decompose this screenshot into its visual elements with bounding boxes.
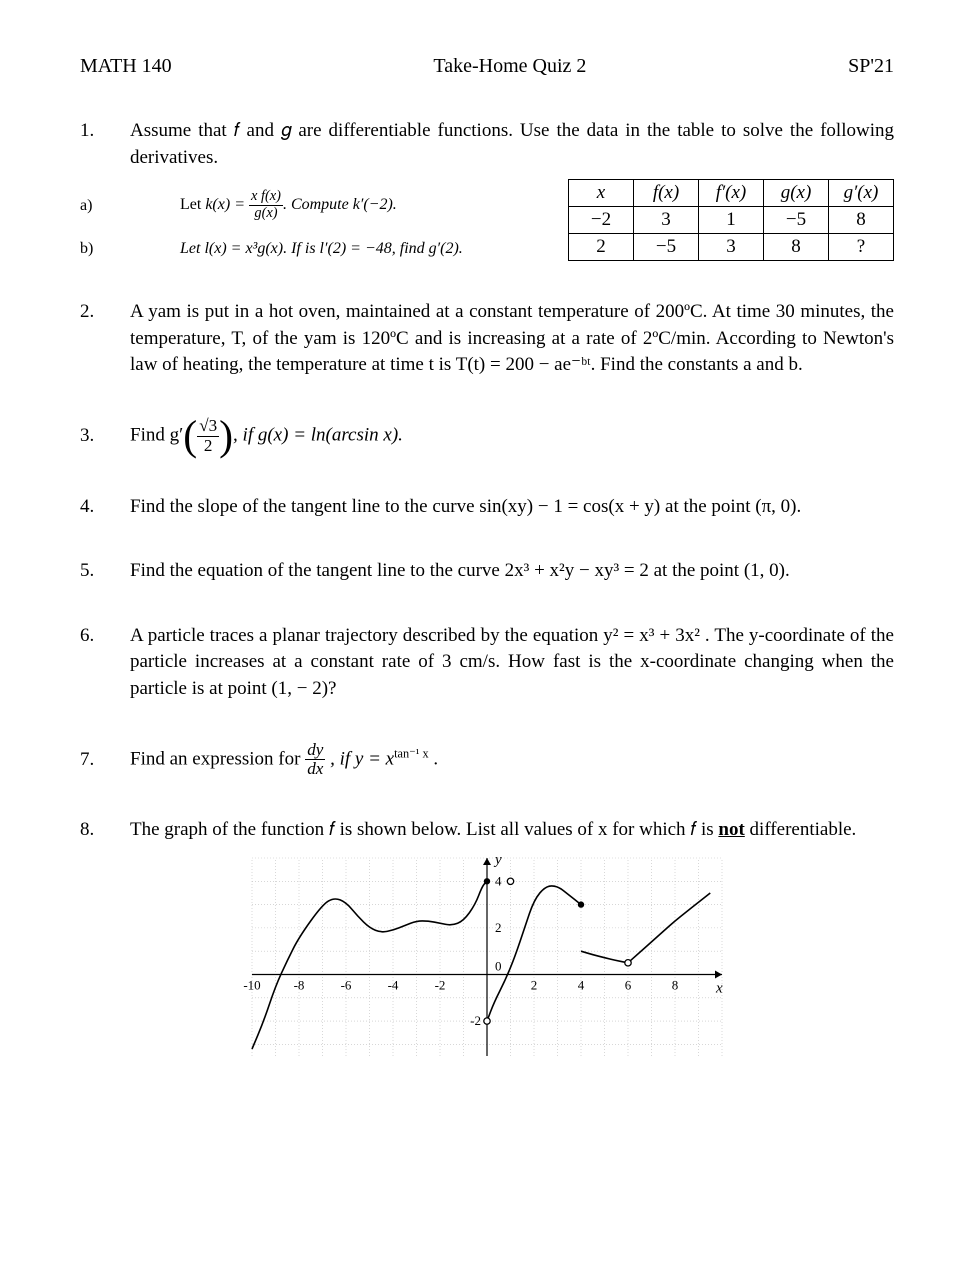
p1-number: 1. <box>80 118 130 171</box>
svg-text:6: 6 <box>625 977 632 992</box>
page: MATH 140 Take-Home Quiz 2 SP'21 1. Assum… <box>0 0 974 1107</box>
p2-number: 2. <box>80 299 130 379</box>
p2-text: A yam is put in a hot oven, maintained a… <box>130 299 894 379</box>
p7-fraction: dydx <box>305 741 325 780</box>
problem-6: 6. A particle traces a planar trajectory… <box>80 623 894 703</box>
p8-chart: -10 -8 -6 -4 -2 0 2 4 6 8 -2 2 4 x y <box>80 852 894 1067</box>
p8-text: The graph of the function 𝑓 is shown bel… <box>130 817 894 844</box>
p1a-fraction: x f(x)g(x) <box>249 189 283 222</box>
p6-number: 6. <box>80 623 130 703</box>
svg-text:2: 2 <box>495 920 502 935</box>
p1a-label: a) <box>80 197 130 215</box>
p3-text: Find g′(√32), if g(x) = ln(arcsin x). <box>130 417 894 456</box>
rparen-icon: ) <box>219 413 233 459</box>
p3-fraction: √32 <box>197 417 219 456</box>
problem-5: 5. Find the equation of the tangent line… <box>80 558 894 585</box>
problem-4: 4. Find the slope of the tangent line to… <box>80 494 894 521</box>
p1b-label: b) <box>80 240 130 258</box>
svg-text:-2: -2 <box>435 977 446 992</box>
p1a: a) Let k(x) = x f(x)g(x). Compute k′(−2)… <box>80 189 548 222</box>
table-row: −2 3 1 −5 8 <box>569 207 894 234</box>
table-header-row: x f(x) f′(x) g(x) g′(x) <box>569 180 894 207</box>
p5-text: Find the equation of the tangent line to… <box>130 558 894 585</box>
problem-2: 2. A yam is put in a hot oven, maintaine… <box>80 299 894 379</box>
p1a-text: Let k(x) = x f(x)g(x). Compute k′(−2). <box>180 189 397 222</box>
svg-text:x: x <box>715 980 723 996</box>
svg-text:0: 0 <box>495 958 502 973</box>
p1-data-table: x f(x) f′(x) g(x) g′(x) −2 3 1 −5 8 2 −5… <box>568 179 894 261</box>
svg-text:4: 4 <box>495 873 502 888</box>
svg-text:-2: -2 <box>470 1013 481 1028</box>
problem-7: 7. Find an expression for dydx , if y = … <box>80 741 894 780</box>
p8-number: 8. <box>80 817 130 844</box>
page-header: MATH 140 Take-Home Quiz 2 SP'21 <box>80 55 894 78</box>
problem-1: 1. Assume that 𝑓 and 𝑔 are differentiabl… <box>80 118 894 261</box>
p3-number: 3. <box>80 423 130 450</box>
lparen-icon: ( <box>183 413 197 459</box>
p4-text: Find the slope of the tangent line to th… <box>130 494 894 521</box>
svg-text:8: 8 <box>672 977 679 992</box>
problem-8: 8. The graph of the function 𝑓 is shown … <box>80 817 894 844</box>
svg-text:-8: -8 <box>294 977 305 992</box>
p4-number: 4. <box>80 494 130 521</box>
svg-text:-6: -6 <box>341 977 352 992</box>
p1b: b) Let l(x) = x³g(x). If is l′(2) = −48,… <box>80 240 548 258</box>
p6-text: A particle traces a planar trajectory de… <box>130 623 894 703</box>
p1b-text: Let l(x) = x³g(x). If is l′(2) = −48, fi… <box>180 240 463 258</box>
course-code: MATH 140 <box>80 55 172 78</box>
term: SP'21 <box>848 55 894 78</box>
problem-3: 3. Find g′(√32), if g(x) = ln(arcsin x). <box>80 417 894 456</box>
svg-text:-4: -4 <box>388 977 399 992</box>
function-graph: -10 -8 -6 -4 -2 0 2 4 6 8 -2 2 4 x y <box>242 852 732 1062</box>
p7-text: Find an expression for dydx , if y = xta… <box>130 741 894 780</box>
svg-text:4: 4 <box>578 977 585 992</box>
svg-text:y: y <box>493 852 502 868</box>
p1-statement: Assume that 𝑓 and 𝑔 are differentiable f… <box>130 118 894 171</box>
svg-text:2: 2 <box>531 977 538 992</box>
p7-number: 7. <box>80 747 130 774</box>
table-row: 2 −5 3 8 ? <box>569 234 894 261</box>
p5-number: 5. <box>80 558 130 585</box>
quiz-title: Take-Home Quiz 2 <box>433 55 586 78</box>
svg-text:-10: -10 <box>243 977 260 992</box>
